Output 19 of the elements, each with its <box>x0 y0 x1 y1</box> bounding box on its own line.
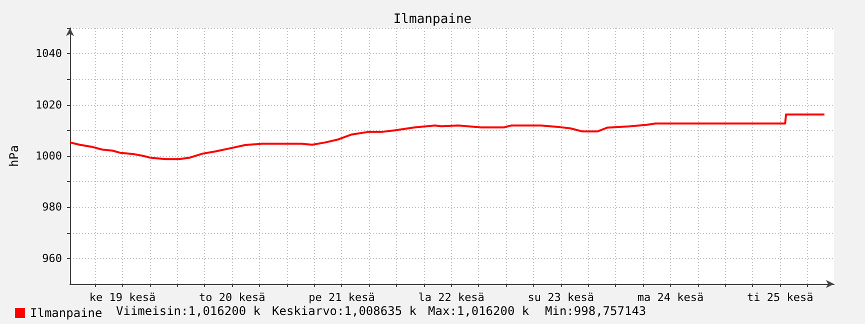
y-tick-label: 960 <box>42 252 62 265</box>
y-tick-label: 980 <box>42 200 62 214</box>
x-tick-label: ma 24 kesä <box>637 291 704 304</box>
x-tick-label: pe 21 kesä <box>308 291 375 304</box>
text: Max:1,016200 k <box>428 304 530 318</box>
x-tick-label: to 20 kesä <box>199 291 266 304</box>
x-tick-label: su 23 kesä <box>528 291 594 304</box>
y-axis-title: hPa <box>7 145 21 167</box>
x-tick-label: la 22 kesä <box>418 291 484 304</box>
text: Min:998,757143 <box>545 304 646 318</box>
x-tick-label: ke 19 kesä <box>89 291 156 304</box>
chart-title: Ilmanpaine <box>393 12 472 27</box>
text: Keskiarvo:1,008635 k <box>272 304 418 318</box>
y-tick-label: 1020 <box>36 98 62 112</box>
y-tick-label: 1000 <box>36 150 62 162</box>
x-tick-label: ti 25 kesä <box>746 291 814 304</box>
text: Viimeisin:1,016200 k <box>116 304 262 318</box>
y-tick-label: 1040 <box>36 47 62 60</box>
legend-label: Ilmanpaine <box>30 306 102 320</box>
